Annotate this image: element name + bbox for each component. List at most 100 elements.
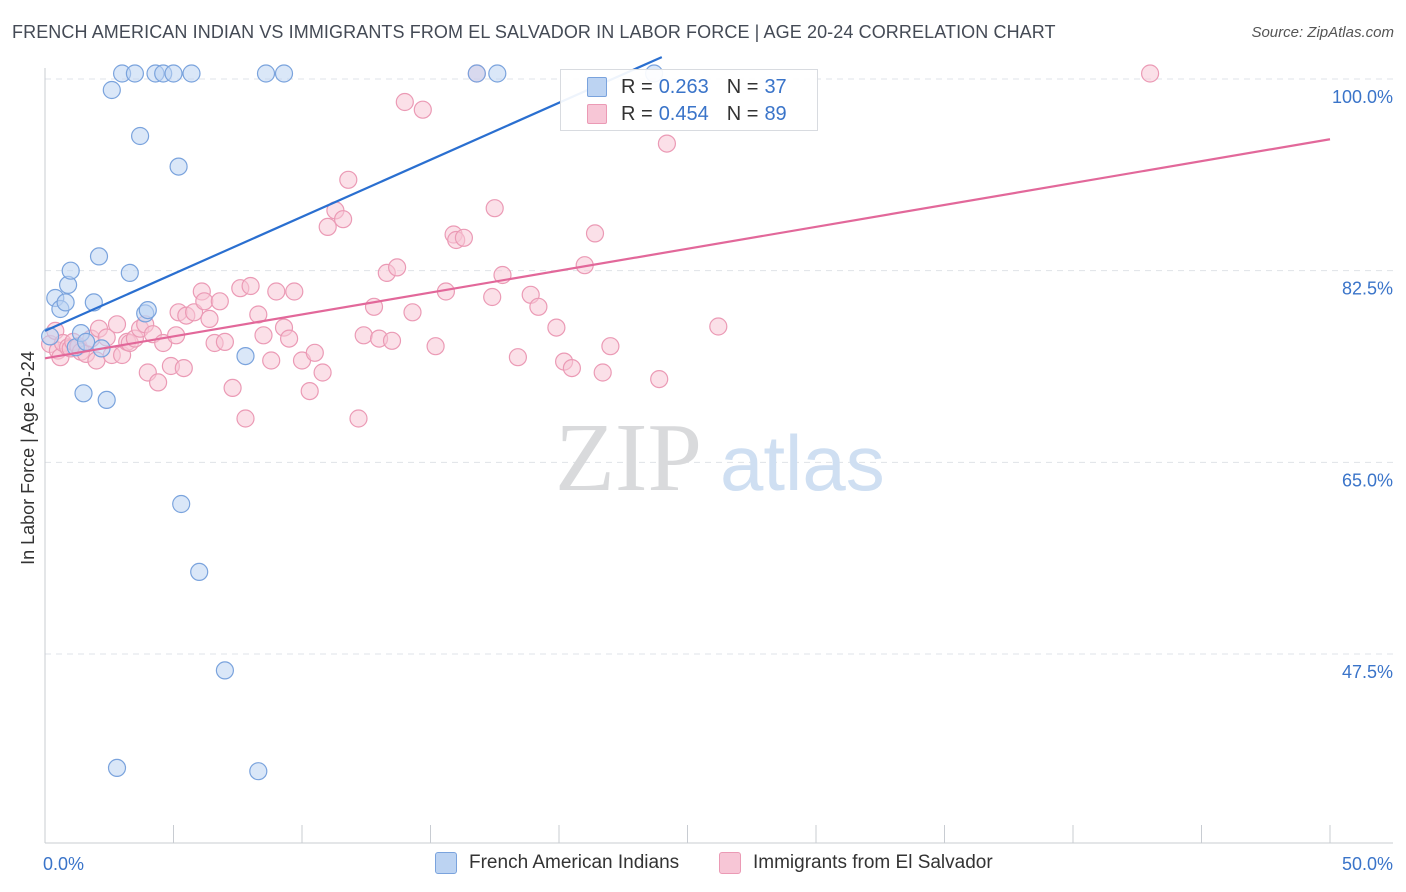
- point-immigrant-el-salvador: [485, 199, 504, 218]
- r-value: 0.263: [658, 75, 709, 98]
- point-french-american-indian: [488, 64, 507, 83]
- point-immigrant-el-salvador: [334, 210, 353, 229]
- point-immigrant-el-salvador: [508, 348, 528, 367]
- stats-legend-row-pink: R = 0.454 N = 89: [587, 102, 787, 126]
- n-value: 89: [764, 102, 787, 125]
- legend-item-french-american-indians[interactable]: French American Indians: [435, 852, 679, 874]
- point-immigrant-el-salvador: [215, 332, 234, 351]
- point-immigrant-el-salvador: [483, 287, 502, 307]
- point-immigrant-el-salvador: [354, 326, 373, 345]
- point-immigrant-el-salvador: [107, 315, 127, 334]
- point-immigrant-el-salvador: [210, 292, 229, 311]
- point-immigrant-el-salvador: [601, 337, 620, 356]
- point-immigrant-el-salvador: [593, 363, 612, 382]
- point-french-american-indian: [107, 758, 127, 778]
- x-tick-labels: 0.0% 50.0%: [43, 854, 1393, 874]
- point-french-american-indian: [249, 762, 268, 781]
- point-immigrant-el-salvador: [562, 359, 582, 378]
- scatter-points: [40, 64, 1160, 781]
- y-tick-label: 100.0%: [1332, 87, 1393, 107]
- point-immigrant-el-salvador: [267, 282, 286, 301]
- grid-lines: [45, 78, 1393, 655]
- point-french-american-indian: [61, 261, 80, 280]
- r-value: 0.454: [658, 102, 709, 125]
- point-immigrant-el-salvador: [195, 292, 214, 311]
- r-label: R =: [621, 102, 653, 125]
- point-immigrant-el-salvador: [547, 318, 566, 337]
- point-immigrant-el-salvador: [241, 276, 260, 296]
- trend-line-immigrants-el-salvador: [44, 138, 1331, 360]
- point-french-american-indian: [76, 332, 96, 351]
- point-immigrant-el-salvador: [262, 351, 281, 370]
- stats-legend: R = 0.263 N = 37 R = 0.454 N = 89: [560, 69, 818, 131]
- chart-title: FRENCH AMERICAN INDIAN VS IMMIGRANTS FRO…: [12, 22, 1056, 42]
- point-french-american-indian: [256, 64, 276, 83]
- watermark-zip: ZIP: [555, 404, 702, 512]
- point-french-american-indian: [182, 64, 201, 83]
- point-immigrant-el-salvador: [313, 363, 332, 382]
- trend-line-french-american-indians: [44, 56, 663, 332]
- point-immigrant-el-salvador: [149, 373, 168, 392]
- point-immigrant-el-salvador: [403, 303, 422, 322]
- legend-label: French American Indians: [469, 852, 680, 873]
- point-immigrant-el-salvador: [1140, 64, 1160, 83]
- point-french-american-indian: [131, 126, 150, 146]
- point-immigrant-el-salvador: [650, 370, 669, 389]
- point-immigrant-el-salvador: [529, 297, 548, 316]
- point-immigrant-el-salvador: [318, 217, 337, 236]
- x-tick-label: 0.0%: [43, 854, 84, 874]
- point-french-american-indian: [190, 562, 209, 582]
- point-immigrant-el-salvador: [413, 100, 432, 119]
- y-axis-label: In Labor Force | Age 20-24: [18, 351, 38, 565]
- point-french-american-indian: [40, 327, 60, 346]
- trend-lines: [44, 56, 1331, 360]
- y-tick-label: 65.0%: [1342, 470, 1393, 490]
- point-french-american-indian: [467, 64, 486, 83]
- point-immigrant-el-salvador: [174, 359, 193, 378]
- y-tick-label: 47.5%: [1342, 662, 1393, 682]
- legend-item-immigrants-el-salvador[interactable]: Immigrants from El Salvador: [719, 852, 993, 874]
- point-immigrant-el-salvador: [709, 317, 728, 336]
- point-immigrant-el-salvador: [300, 382, 319, 401]
- legend-swatch-blue: [435, 852, 457, 874]
- point-immigrant-el-salvador: [388, 258, 407, 277]
- point-french-american-indian: [138, 301, 157, 320]
- watermark-atlas: atlas: [720, 419, 885, 507]
- point-french-american-indian: [169, 157, 188, 176]
- swatch-pink: [587, 104, 607, 124]
- source-label: Source: ZipAtlas.com: [1251, 24, 1394, 41]
- x-tick-label: 50.0%: [1342, 854, 1393, 874]
- n-value: 37: [764, 75, 787, 98]
- point-immigrant-el-salvador: [339, 170, 358, 189]
- point-immigrant-el-salvador: [657, 134, 677, 153]
- point-immigrant-el-salvador: [395, 92, 414, 112]
- series-legend: French American Indians Immigrants from …: [0, 852, 1406, 878]
- legend-label: Immigrants from El Salvador: [753, 852, 993, 873]
- stats-legend-row-blue: R = 0.263 N = 37: [587, 75, 787, 99]
- axes: [44, 68, 1393, 844]
- point-immigrant-el-salvador: [236, 409, 255, 428]
- swatch-blue: [587, 77, 607, 97]
- point-french-american-indian: [172, 494, 191, 514]
- point-french-american-indian: [164, 64, 183, 83]
- point-french-american-indian: [74, 384, 93, 403]
- n-label: N =: [726, 75, 759, 98]
- point-immigrant-el-salvador: [280, 329, 299, 348]
- watermark: ZIP atlas: [555, 404, 885, 512]
- point-french-american-indian: [236, 347, 255, 366]
- point-french-american-indian: [89, 247, 109, 266]
- point-immigrant-el-salvador: [426, 337, 445, 356]
- point-immigrant-el-salvador: [585, 224, 605, 243]
- y-tick-labels: 47.5% 65.0% 82.5% 100.0%: [1332, 87, 1393, 682]
- r-label: R =: [621, 75, 653, 98]
- point-immigrant-el-salvador: [454, 228, 473, 247]
- legend-swatch-pink: [719, 852, 741, 874]
- n-label: N =: [726, 102, 759, 125]
- point-immigrant-el-salvador: [285, 282, 304, 301]
- point-french-american-indian: [56, 293, 75, 312]
- point-french-american-indian: [274, 64, 294, 83]
- point-immigrant-el-salvador: [349, 409, 368, 428]
- point-immigrant-el-salvador: [223, 378, 242, 397]
- point-french-american-indian: [215, 661, 234, 680]
